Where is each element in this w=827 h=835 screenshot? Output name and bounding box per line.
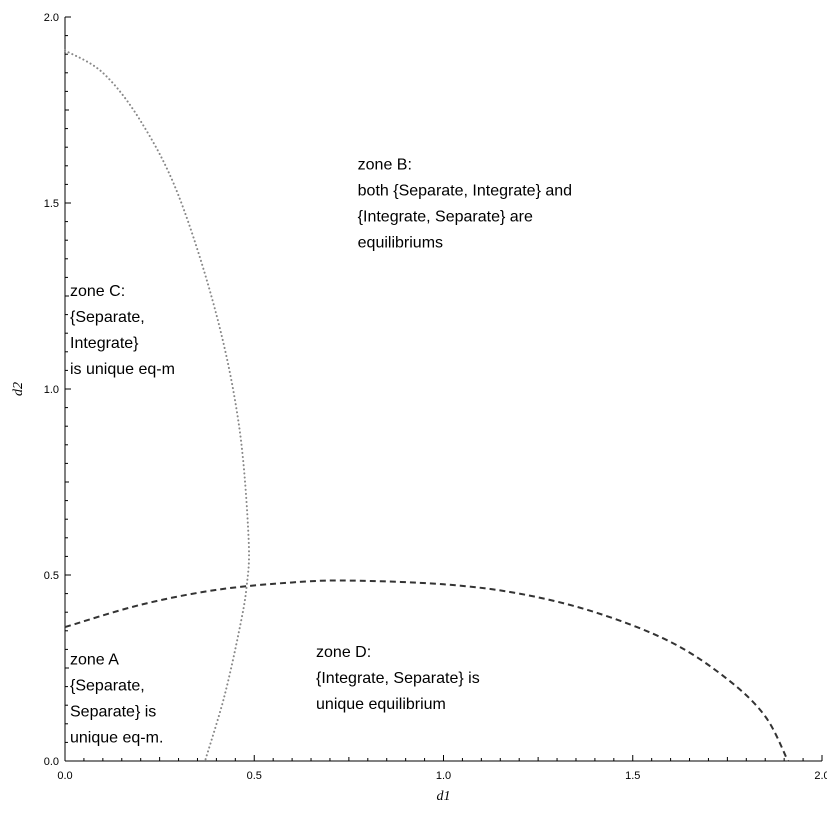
dotted-boundary-curve <box>64 49 251 762</box>
zone-annotation-line: is unique eq-m <box>70 361 175 378</box>
zone-annotation-line: zone B: <box>358 157 412 174</box>
y-axis-label: d2 <box>11 382 26 396</box>
zone-annotation-line: both {Separate, Integrate} and <box>358 183 572 200</box>
axis-ticks: 0.0 0.5 1.0 1.5 2.0 0.0 0.5 1.0 1.5 2.0 <box>44 12 827 782</box>
zone-annotation-line: zone C: <box>70 283 125 300</box>
zone-annotation-line: zone A <box>70 651 119 668</box>
zone-annotation-line: zone D: <box>316 644 371 661</box>
series-group <box>64 49 789 762</box>
zone-annotation-line: Integrate} <box>70 335 139 352</box>
zone-annotation-line: Separate} is <box>70 703 156 720</box>
zone-annotation-line: unique equilibrium <box>316 696 446 713</box>
y-tick-label: 0.5 <box>44 570 59 582</box>
x-tick-label: 1.0 <box>436 770 451 782</box>
y-tick-label: 1.5 <box>44 198 59 210</box>
zone-annotation-line: {Integrate, Separate} is <box>316 670 480 687</box>
zone-annotation-line: {Separate, <box>70 677 145 694</box>
zone-annotation-line: unique eq-m. <box>70 729 163 746</box>
plot-frame <box>64 17 822 762</box>
annotations-group: zone B: both {Separate, Integrate} and {In… <box>70 157 572 747</box>
zone-annotation-line: {Integrate, Separate} are <box>358 209 533 226</box>
zone-annotation-line: equilibriums <box>358 235 443 252</box>
y-tick-label: 2.0 <box>44 12 59 24</box>
y-tick-label: 0.0 <box>44 756 59 768</box>
x-axis-label: d1 <box>437 789 451 804</box>
y-tick-label: 1.0 <box>44 384 59 396</box>
x-tick-label: 2.0 <box>814 770 827 782</box>
zone-annotation-line: {Separate, <box>70 309 145 326</box>
x-tick-label: 1.5 <box>625 770 640 782</box>
x-tick-label: 0.0 <box>57 770 72 782</box>
x-tick-label: 0.5 <box>247 770 262 782</box>
